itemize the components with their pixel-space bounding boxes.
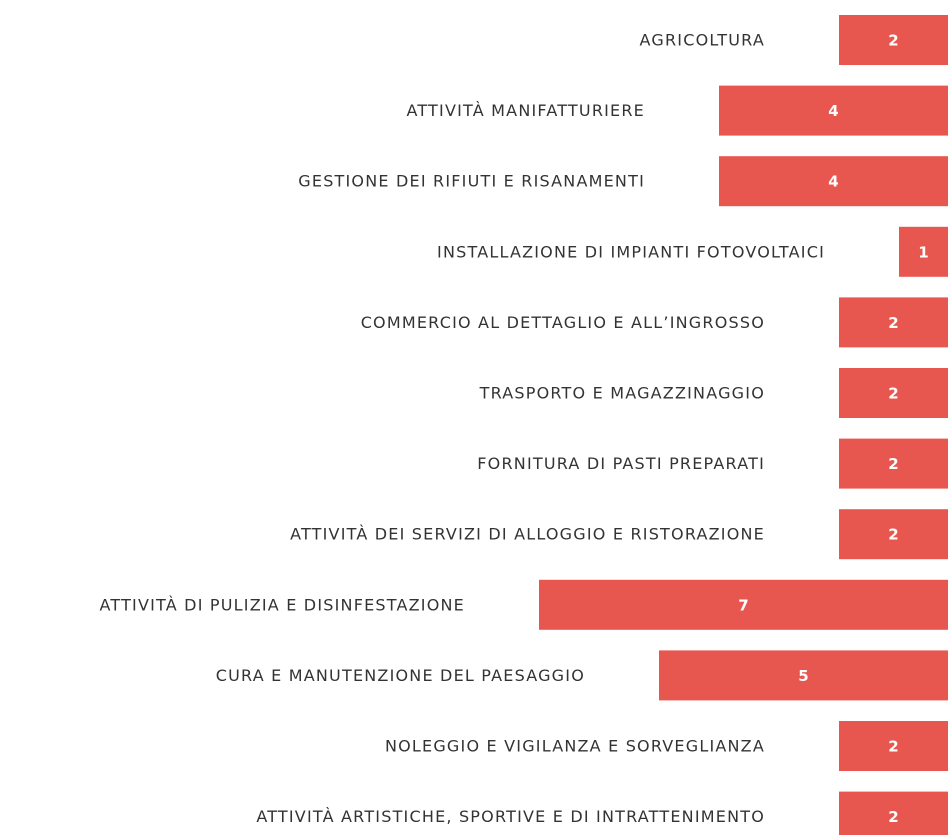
- value-label: 2: [888, 385, 898, 403]
- bar: [839, 791, 948, 835]
- category-label: ATTIVITÀ DEI SERVIZI DI ALLOGGIO E RISTO…: [290, 525, 765, 544]
- value-label: 2: [888, 32, 898, 50]
- category-label: NOLEGGIO E VIGILANZA E SORVEGLIANZA: [385, 737, 765, 756]
- value-label: 2: [888, 455, 898, 473]
- value-label: 2: [888, 526, 898, 544]
- bar: [839, 509, 948, 560]
- category-label: GESTIONE DEI RIFIUTI E RISANAMENTI: [298, 172, 645, 191]
- value-label: 4: [828, 173, 838, 191]
- value-label: 2: [888, 314, 898, 332]
- bar: [719, 85, 948, 136]
- bar: [659, 650, 948, 701]
- category-label: INSTALLAZIONE DI IMPIANTI FOTOVOLTAICI: [437, 242, 825, 261]
- category-label: TRASPORTO E MAGAZZINAGGIO: [479, 384, 765, 403]
- value-label: 1: [918, 243, 928, 261]
- value-label: 7: [738, 596, 748, 614]
- bar: [839, 368, 948, 418]
- bar: [899, 226, 948, 277]
- category-label: ATTIVITÀ DI PULIZIA E DISINFESTAZIONE: [99, 595, 465, 614]
- bar: [539, 579, 948, 630]
- category-label: CURA E MANUTENZIONE DEL PAESAGGIO: [216, 666, 585, 685]
- category-label: ATTIVITÀ ARTISTICHE, SPORTIVE E DI INTRA…: [256, 807, 765, 826]
- value-label: 4: [828, 102, 838, 120]
- bar: [839, 438, 948, 489]
- bar: [839, 721, 948, 771]
- category-label: COMMERCIO AL DETTAGLIO E ALL’INGROSSO: [361, 313, 765, 332]
- value-label: 5: [798, 667, 808, 685]
- category-label: AGRICOLTURA: [640, 31, 765, 50]
- value-label: 2: [888, 808, 898, 826]
- category-label: FORNITURA DI PASTI PREPARATI: [477, 454, 765, 473]
- bar: [839, 15, 948, 65]
- value-label: 2: [888, 738, 898, 756]
- category-label: ATTIVITÀ MANIFATTURIERE: [406, 101, 645, 120]
- bar: [839, 297, 948, 348]
- bar: [719, 156, 948, 207]
